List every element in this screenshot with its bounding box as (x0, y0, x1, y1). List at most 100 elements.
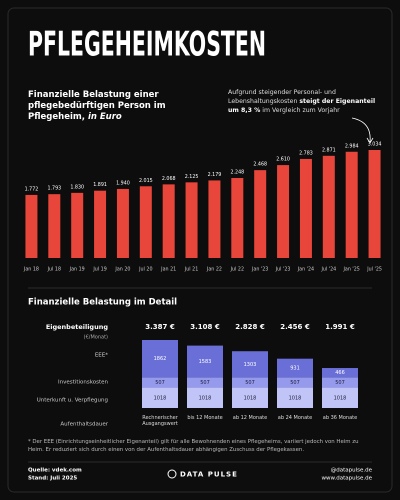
segment-label: 1018 (244, 395, 257, 401)
total-value: 3.108 € (190, 323, 220, 331)
x-tick-label: Jul 21 (184, 267, 198, 273)
bar-segment (277, 358, 313, 378)
x-tick-label: Jul '25 (366, 267, 382, 273)
subtitle: Finanzielle Belastung einer pflegebedürf… (28, 90, 166, 122)
handle: @datapulse.de (331, 468, 373, 474)
annotation: Aufgrund steigender Personal- und Lebens… (228, 88, 378, 115)
legend-label: Unterkunft u. Verpflegung (37, 398, 108, 404)
value-label: 2.610 (276, 157, 290, 163)
bar (116, 188, 129, 258)
bar-segment (322, 368, 358, 378)
bar (322, 155, 335, 258)
segment-label: 507 (245, 380, 255, 386)
annotation-text: im Vergleich zum Vorjahr (262, 107, 340, 114)
value-label: 2.871 (322, 147, 336, 153)
frame (7, 7, 393, 493)
source: Quelle: vdek.com (28, 468, 82, 474)
total-value: 2.456 € (280, 323, 310, 331)
x-label: Aufenthaltsdauer (60, 422, 108, 428)
value-label: 2.179 (208, 172, 222, 178)
subtitle-block: Finanzielle Belastung einer pflegebedürf… (28, 90, 178, 123)
x-tick-label: Jan '25 (343, 267, 360, 273)
subtitle-unit: in Euro (87, 112, 122, 122)
bar-segment (232, 387, 268, 408)
bar (231, 177, 244, 258)
x-tick-label: Jan '24 (297, 267, 314, 273)
total-value: 2.828 € (235, 323, 265, 331)
x-tick-label: Jul '23 (275, 267, 291, 273)
segment-label: 1583 (199, 359, 212, 365)
segment-label: 507 (335, 380, 345, 386)
value-label: 3.034 (368, 142, 382, 148)
x-tick-label: Jul '24 (320, 267, 336, 273)
x-tick-label: Jan 19 (69, 267, 85, 273)
bar (71, 192, 84, 258)
total-value: 3.387 € (145, 323, 175, 331)
segment-label: 1018 (289, 395, 302, 401)
segment-label: 466 (335, 370, 345, 376)
bar (139, 186, 152, 258)
bar (162, 184, 175, 258)
bar (48, 194, 61, 258)
website: www.datapulse.de (321, 476, 372, 482)
bar (208, 180, 221, 258)
bar (94, 190, 107, 258)
bar (25, 194, 38, 258)
value-label: 2.783 (299, 150, 313, 156)
segment-label: 507 (200, 380, 210, 386)
x-tick-label: Rechnerischer Ausgangswert (142, 415, 178, 427)
value-label: 2.015 (139, 178, 153, 184)
segment-label: 931 (290, 366, 300, 372)
logo-icon (167, 469, 177, 479)
arrow-head (366, 137, 374, 144)
value-label: 2.468 (253, 162, 267, 168)
x-tick-label: Jan 22 (206, 267, 222, 273)
value-label: 1.793 (47, 186, 61, 192)
bar (299, 158, 312, 258)
footnote: * Der EEE (Einrichtungseinheitlicher Eig… (28, 439, 359, 453)
x-tick-label: Jul 18 (47, 267, 61, 273)
x-tick-label: ab 36 Monate (322, 415, 358, 421)
bar-segment (187, 345, 223, 378)
total-value: 1.991 € (325, 323, 355, 331)
annotation-highlight: steigt der Eigenanteil um 8,3 % (228, 98, 376, 114)
bar (185, 182, 198, 258)
segment-label: 1018 (199, 395, 212, 401)
segment-label: 1018 (334, 395, 347, 401)
bar (368, 150, 381, 258)
value-label: 1.772 (25, 186, 39, 192)
bar (254, 170, 267, 258)
x-tick-label: Jul 22 (230, 267, 244, 273)
x-tick-label: Jan 18 (23, 267, 39, 273)
bar-segment (142, 377, 178, 388)
segment-label: 1862 (154, 356, 167, 362)
segment-label: 507 (155, 380, 165, 386)
bar-segment (232, 377, 268, 388)
annotation-arrow (351, 117, 371, 143)
bar (277, 165, 290, 258)
bar-segment (322, 387, 358, 408)
x-tick-label: Jul 19 (92, 267, 106, 273)
x-tick-label: Jan '23 (251, 267, 268, 273)
segment-label: 507 (290, 380, 300, 386)
bar-segment (277, 377, 313, 388)
bar (345, 151, 358, 258)
section-title: Finanzielle Belastung im Detail (28, 298, 177, 308)
segment-label: 1018 (154, 395, 167, 401)
x-tick-label: Jan 21 (160, 267, 176, 273)
total-unit: (€/Monat) (84, 335, 108, 341)
x-tick-label: ab 12 Monate (232, 415, 268, 421)
bar-segment (142, 340, 178, 378)
segment-label: 1303 (244, 362, 257, 368)
bar-segment (322, 377, 358, 388)
brand: DATA PULSE (180, 471, 238, 479)
value-label: 2.125 (185, 174, 199, 180)
x-tick-label: ab 24 Monate (277, 415, 313, 421)
legend-label: EEE* (95, 353, 108, 359)
bar-segment (187, 377, 223, 388)
value-label: 2.068 (162, 176, 176, 182)
x-tick-label: Jul 20 (138, 267, 152, 273)
value-label: 1.830 (70, 184, 84, 190)
bar-segment (277, 387, 313, 408)
